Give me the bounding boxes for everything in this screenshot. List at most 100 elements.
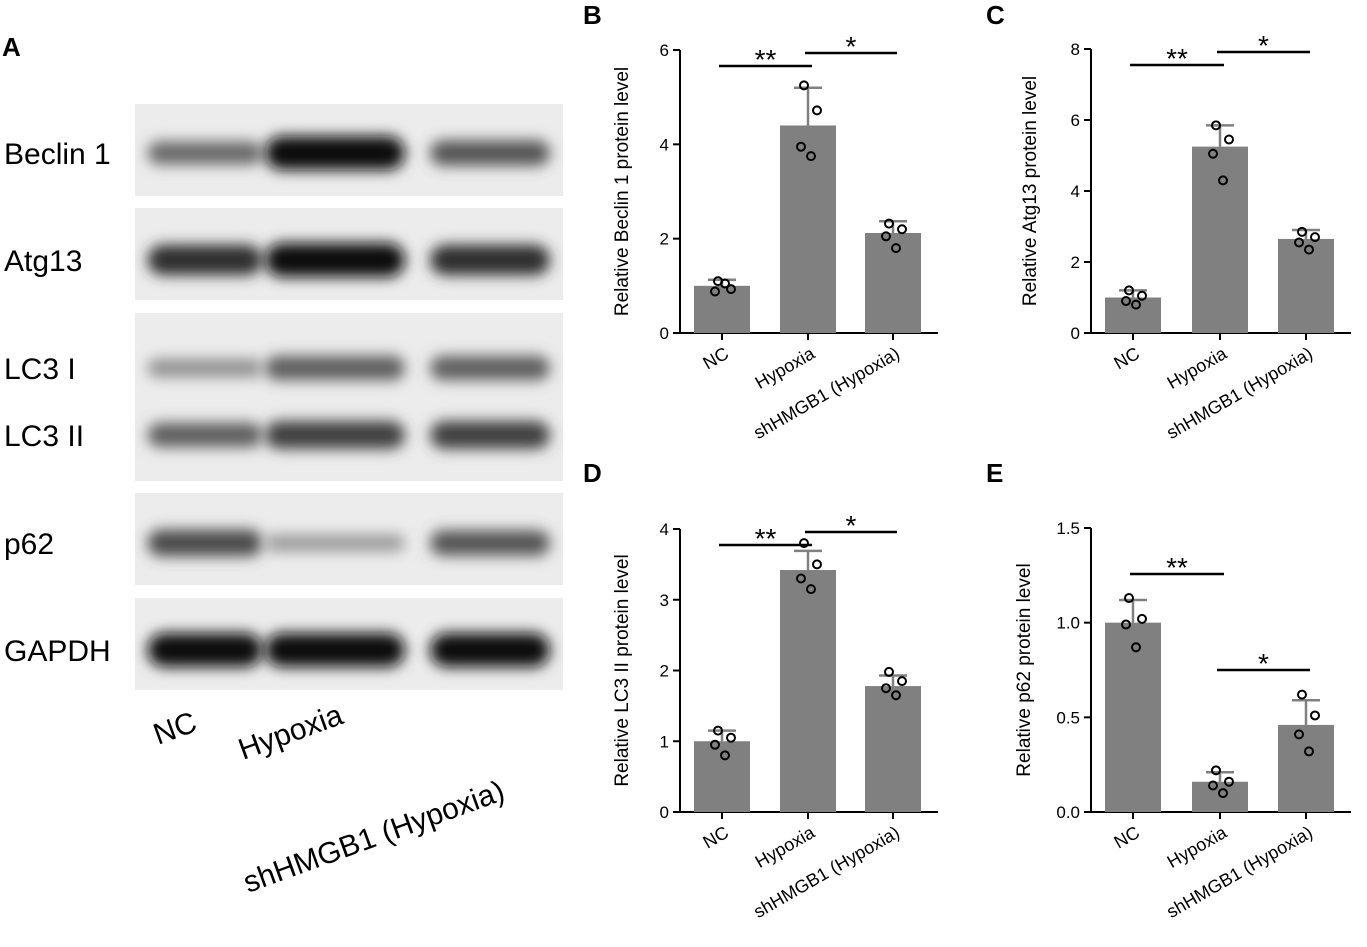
blot-band bbox=[430, 355, 550, 381]
bar-charts: B 0 2 4 6 Relative Beclin 1 protein level NC Hy… bbox=[583, 0, 1351, 922]
data-point bbox=[806, 584, 816, 595]
data-point bbox=[1137, 613, 1147, 624]
data-point bbox=[881, 231, 891, 242]
data-point bbox=[1121, 619, 1131, 630]
data-point bbox=[710, 286, 720, 297]
western-blot-panel: A Beclin 1 Atg13 LC3 I LC3 II p62 GAPDH NC Hypox… bbox=[2, 32, 563, 900]
blot-band bbox=[265, 534, 405, 552]
data-point bbox=[1224, 776, 1234, 787]
x-tick-label: shHMGB1 (Hypoxia) bbox=[1163, 822, 1316, 922]
data-point bbox=[806, 151, 816, 162]
y-tick-label: 0.5 bbox=[1056, 708, 1080, 727]
significance-label: ** bbox=[755, 523, 777, 554]
blot-row-label: p62 bbox=[4, 528, 54, 561]
data-point bbox=[897, 224, 907, 235]
data-point bbox=[799, 80, 809, 91]
data-point bbox=[1310, 232, 1320, 243]
y-axis-label: Relative p62 protein level bbox=[1014, 563, 1035, 776]
y-tick-label: 1.5 bbox=[1056, 519, 1080, 538]
panel-letter-b: B bbox=[583, 0, 602, 30]
blot-band bbox=[265, 243, 405, 277]
data-point bbox=[799, 538, 809, 549]
y-axis-label: Relative Beclin 1 protein level bbox=[612, 67, 633, 316]
x-tick-label: Hypoxia bbox=[1164, 343, 1231, 393]
x-tick-label: Hypoxia bbox=[1164, 822, 1231, 872]
x-tick-label: NC bbox=[1110, 343, 1143, 373]
panel-letter-c: C bbox=[986, 0, 1005, 30]
data-point bbox=[710, 739, 720, 750]
blot-row-label: LC3 I bbox=[4, 353, 76, 386]
blot-band bbox=[430, 421, 550, 449]
y-tick-label: 0 bbox=[660, 803, 669, 822]
chart-d: D 0 1 2 3 4 Relative LC3 II protein level NC Hyp… bbox=[583, 458, 938, 922]
chart-e: E 0.0 0.5 1.0 1.5 Relative p62 protein level N… bbox=[986, 458, 1351, 922]
y-axis-label: Relative Atg13 protein level bbox=[1020, 76, 1041, 306]
y-tick-label: 6 bbox=[660, 41, 669, 60]
x-tick-label: shHMGB1 (Hypoxia) bbox=[1163, 343, 1316, 443]
data-point bbox=[1211, 765, 1221, 776]
data-point bbox=[891, 243, 901, 254]
bar bbox=[1105, 622, 1161, 812]
blot-band bbox=[430, 244, 550, 276]
data-point bbox=[891, 690, 901, 701]
chart-b: B 0 2 4 6 Relative Beclin 1 protein level NC Hy… bbox=[583, 0, 938, 443]
data-point bbox=[1294, 729, 1304, 740]
y-tick-label: 4 bbox=[660, 135, 669, 154]
blot-row-label: LC3 II bbox=[4, 420, 84, 453]
blot-band bbox=[430, 140, 550, 166]
data-point bbox=[1218, 175, 1228, 186]
data-point bbox=[1131, 299, 1141, 310]
y-tick-label: 6 bbox=[1071, 111, 1080, 130]
chart-c: C 0 2 4 6 8 Relative Atg13 protein level NC Hypo… bbox=[986, 0, 1351, 443]
panel-letter-e: E bbox=[986, 458, 1003, 488]
data-point bbox=[1124, 593, 1134, 604]
bar bbox=[1278, 724, 1334, 812]
y-tick-label: 2 bbox=[660, 230, 669, 249]
y-tick-label: 0 bbox=[1071, 324, 1080, 343]
bar bbox=[780, 570, 836, 812]
blot-lane-label: NC bbox=[149, 706, 201, 752]
x-tick-label: shHMGB1 (Hypoxia) bbox=[750, 822, 903, 922]
data-point bbox=[1297, 689, 1307, 700]
y-tick-label: 4 bbox=[660, 520, 669, 539]
data-point bbox=[1211, 120, 1221, 131]
x-tick-label: Hypoxia bbox=[752, 343, 819, 393]
blot-band bbox=[430, 633, 550, 667]
y-tick-label: 4 bbox=[1071, 182, 1080, 201]
blot-band bbox=[265, 136, 405, 170]
data-point bbox=[796, 573, 806, 584]
data-point bbox=[713, 725, 723, 736]
significance-label: * bbox=[846, 510, 857, 541]
x-tick-label: NC bbox=[1110, 822, 1143, 852]
blot-row-label: GAPDH bbox=[4, 635, 111, 668]
y-axis-label: Relative LC3 II protein level bbox=[612, 554, 633, 786]
y-tick-label: 2 bbox=[660, 662, 669, 681]
blot-lane-label: Hypoxia bbox=[234, 698, 347, 766]
data-point bbox=[1294, 237, 1304, 248]
blot-band bbox=[147, 422, 263, 448]
blot-band bbox=[147, 358, 263, 378]
data-point bbox=[726, 732, 736, 743]
x-tick-label: NC bbox=[699, 343, 732, 373]
significance-label: ** bbox=[755, 44, 777, 75]
significance-label: * bbox=[846, 31, 857, 62]
blot-band bbox=[265, 355, 405, 381]
y-tick-label: 3 bbox=[660, 591, 669, 610]
data-point bbox=[881, 683, 891, 694]
data-point bbox=[796, 141, 806, 152]
data-point bbox=[1304, 244, 1314, 255]
data-point bbox=[1208, 780, 1218, 791]
x-tick-label: Hypoxia bbox=[752, 822, 819, 872]
bar bbox=[694, 285, 750, 333]
significance-label: ** bbox=[1166, 43, 1188, 74]
blot-row-label: Beclin 1 bbox=[4, 138, 111, 171]
data-point bbox=[884, 218, 894, 229]
data-point bbox=[812, 105, 822, 116]
blot-band bbox=[147, 244, 263, 276]
bar bbox=[1192, 146, 1248, 333]
data-point bbox=[1224, 134, 1234, 145]
data-point bbox=[1297, 226, 1307, 237]
panel-letter-a: A bbox=[2, 32, 21, 62]
blot-lane-label: shHMGB1 (Hypoxia) bbox=[239, 774, 509, 899]
